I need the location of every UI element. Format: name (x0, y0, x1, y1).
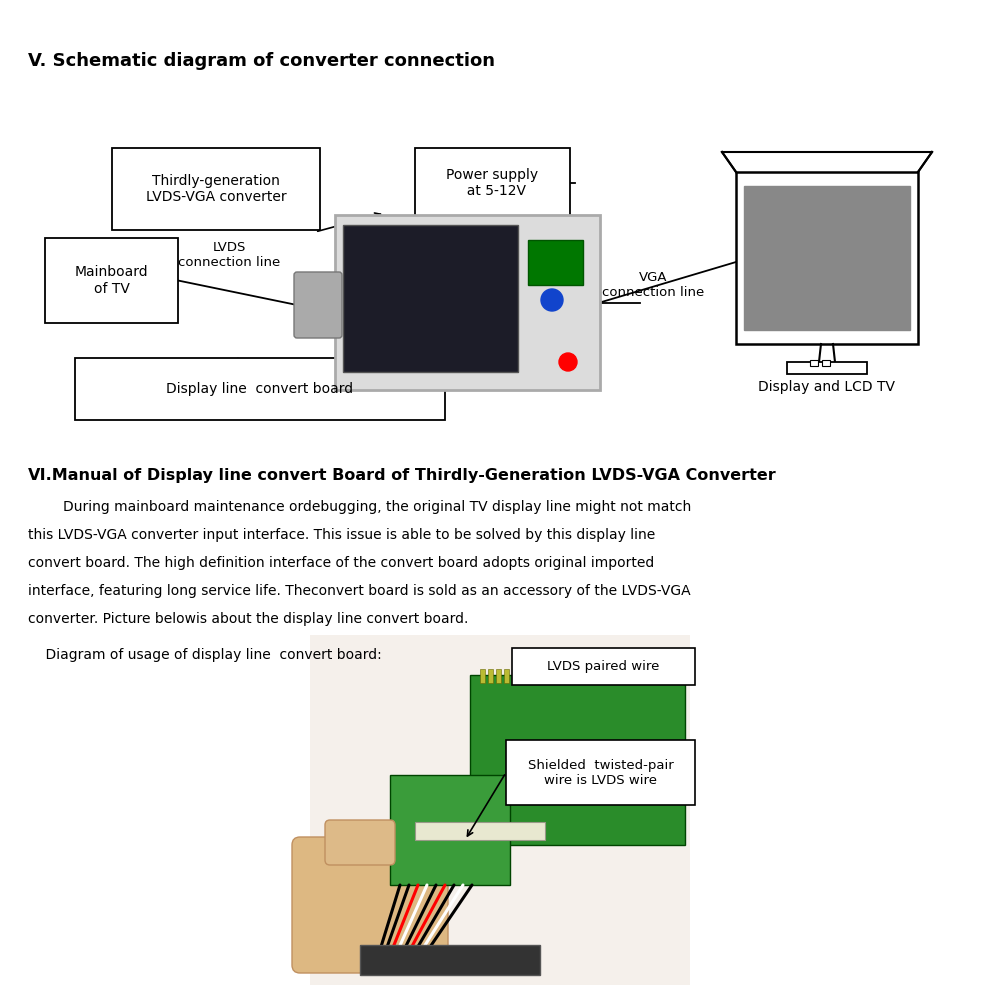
FancyBboxPatch shape (661, 669, 666, 683)
FancyBboxPatch shape (822, 360, 830, 366)
FancyBboxPatch shape (415, 822, 545, 840)
FancyBboxPatch shape (744, 186, 910, 330)
FancyBboxPatch shape (645, 669, 650, 683)
FancyBboxPatch shape (528, 240, 583, 285)
Circle shape (559, 353, 577, 371)
FancyBboxPatch shape (390, 775, 510, 885)
Text: convert board. The high definition interface of the convert board adopts origina: convert board. The high definition inter… (28, 556, 654, 570)
Text: Shielded  twisted-pair
wire is LVDS wire: Shielded twisted-pair wire is LVDS wire (528, 758, 673, 786)
Text: LVDS
connection line: LVDS connection line (178, 241, 280, 269)
FancyBboxPatch shape (360, 945, 540, 975)
Text: V. Schematic diagram of converter connection: V. Schematic diagram of converter connec… (28, 52, 495, 70)
FancyBboxPatch shape (736, 172, 918, 344)
FancyBboxPatch shape (310, 635, 690, 985)
FancyBboxPatch shape (581, 669, 586, 683)
Text: Diagram of usage of display line  convert board:: Diagram of usage of display line convert… (28, 648, 382, 662)
Text: Display line  convert board: Display line convert board (166, 382, 354, 396)
FancyBboxPatch shape (45, 238, 178, 323)
Text: this LVDS-VGA converter input interface. This issue is able to be solved by this: this LVDS-VGA converter input interface.… (28, 528, 655, 542)
Text: Display and LCD TV: Display and LCD TV (759, 380, 896, 394)
Text: VGA
connection line: VGA connection line (602, 271, 704, 299)
FancyBboxPatch shape (335, 215, 600, 390)
FancyBboxPatch shape (605, 669, 610, 683)
FancyBboxPatch shape (520, 669, 525, 683)
FancyBboxPatch shape (480, 669, 485, 683)
Text: LVDS paired wire: LVDS paired wire (547, 660, 660, 673)
Text: During mainboard maintenance ordebugging, the original TV display line might not: During mainboard maintenance ordebugging… (28, 500, 691, 514)
FancyBboxPatch shape (496, 669, 501, 683)
FancyBboxPatch shape (75, 358, 445, 420)
FancyBboxPatch shape (669, 669, 674, 683)
FancyBboxPatch shape (629, 669, 634, 683)
FancyBboxPatch shape (506, 740, 695, 805)
Text: Ⅵ.Manual of Display line convert Board of Thirdly-Generation LVDS-VGA Converter: Ⅵ.Manual of Display line convert Board o… (28, 468, 776, 483)
FancyBboxPatch shape (415, 148, 570, 218)
Text: Power supply
  at 5-12V: Power supply at 5-12V (446, 168, 539, 198)
Text: ©LCDFLY®: ©LCDFLY® (352, 236, 508, 264)
Text: Mainboard
of TV: Mainboard of TV (75, 265, 148, 296)
FancyBboxPatch shape (613, 669, 618, 683)
FancyBboxPatch shape (787, 362, 867, 374)
FancyBboxPatch shape (343, 225, 518, 372)
Text: interface, featuring long service life. Theconvert board is sold as an accessory: interface, featuring long service life. … (28, 584, 691, 598)
FancyBboxPatch shape (512, 648, 695, 685)
FancyBboxPatch shape (536, 669, 541, 683)
FancyBboxPatch shape (573, 669, 578, 683)
FancyBboxPatch shape (294, 272, 342, 338)
FancyBboxPatch shape (112, 148, 320, 230)
FancyBboxPatch shape (637, 669, 642, 683)
FancyBboxPatch shape (512, 669, 517, 683)
Text: converter. Picture belowis about the display line convert board.: converter. Picture belowis about the dis… (28, 612, 468, 626)
Circle shape (541, 289, 563, 311)
FancyBboxPatch shape (589, 669, 594, 683)
Text: Thirdly-generation
LVDS-VGA converter: Thirdly-generation LVDS-VGA converter (146, 174, 286, 204)
FancyBboxPatch shape (292, 837, 448, 973)
FancyBboxPatch shape (621, 669, 626, 683)
FancyBboxPatch shape (528, 669, 533, 683)
FancyBboxPatch shape (504, 669, 509, 683)
FancyBboxPatch shape (810, 360, 818, 366)
Text: More PCS More Discount: More PCS More Discount (303, 290, 557, 310)
FancyBboxPatch shape (597, 669, 602, 683)
FancyBboxPatch shape (653, 669, 658, 683)
FancyBboxPatch shape (488, 669, 493, 683)
FancyBboxPatch shape (677, 669, 682, 683)
FancyBboxPatch shape (470, 675, 685, 845)
FancyBboxPatch shape (325, 820, 395, 865)
